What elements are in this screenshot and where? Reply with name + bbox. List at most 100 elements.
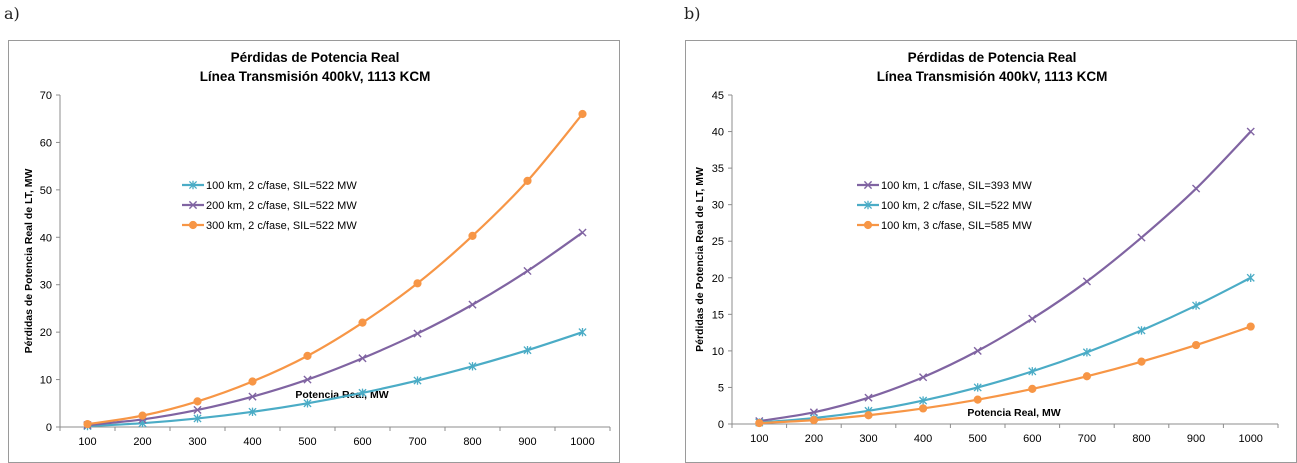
panel-label-a: a) (4, 4, 20, 23)
data-point (809, 408, 818, 417)
legend-marker (863, 220, 873, 230)
data-point (248, 377, 257, 386)
data-point (1246, 273, 1255, 282)
y-tick-label: 5 (718, 382, 724, 394)
series-line (759, 130, 1252, 423)
data-point (1192, 340, 1201, 350)
y-tick-label: 40 (712, 127, 724, 139)
y-tick-label: 30 (40, 280, 52, 292)
data-point (578, 327, 587, 337)
data-point (358, 318, 367, 327)
data-point (1082, 277, 1091, 286)
data-point (1028, 367, 1037, 376)
data-point (413, 329, 422, 338)
y-tick-label: 50 (40, 185, 52, 197)
x-tick-label: 500 (969, 433, 987, 445)
x-tick-label: 1000 (570, 436, 594, 448)
y-tick-label: 25 (712, 236, 724, 248)
data-point (973, 346, 982, 355)
y-tick-label: 15 (712, 309, 724, 321)
data-point (919, 373, 928, 382)
data-point (138, 411, 147, 420)
series-line (87, 331, 583, 428)
data-point (578, 109, 587, 119)
data-point (973, 395, 982, 404)
x-tick-label: 900 (518, 436, 536, 448)
legend-marker (188, 180, 198, 190)
x-tick-label: 200 (133, 436, 151, 448)
data-point (864, 411, 873, 420)
x-tick-label: 800 (1132, 433, 1150, 445)
series-line (87, 231, 584, 427)
data-point (919, 396, 928, 405)
y-tick-label: 10 (712, 346, 724, 358)
legend-marker (863, 200, 873, 210)
series-3 (83, 109, 587, 429)
chart-area (685, 40, 1297, 463)
data-point (1246, 127, 1255, 136)
legend-marker (188, 220, 198, 230)
legend-entry: 100 km, 2 c/fase, SIL=522 MW (881, 200, 1032, 212)
data-point (83, 420, 92, 429)
data-point (755, 418, 764, 428)
data-point (1028, 384, 1037, 394)
chart-title-line-1: Pérdidas de Potencia Real (908, 50, 1077, 65)
data-point (578, 228, 587, 237)
data-point (1192, 301, 1201, 310)
x-tick-label: 600 (353, 436, 371, 448)
y-tick-label: 20 (712, 273, 724, 285)
chart-title-line-1: Pérdidas de Potencia Real (231, 50, 400, 65)
chart-title-line-2: Línea Transmisión 400kV, 1113 KCM (200, 69, 431, 84)
series-2 (83, 228, 587, 430)
x-tick-label: 900 (1187, 433, 1205, 445)
data-point (1082, 372, 1091, 381)
data-point (303, 375, 312, 384)
x-tick-label: 600 (1023, 433, 1041, 445)
data-point (1246, 322, 1255, 331)
data-point (468, 300, 477, 309)
y-tick-label: 30 (712, 200, 724, 212)
data-point (1137, 233, 1146, 242)
y-tick-label: 60 (40, 137, 52, 149)
x-axis-title: Potencia Real, MW (967, 407, 1060, 419)
data-point (468, 231, 477, 240)
data-point (193, 405, 202, 415)
legend-marker (863, 180, 873, 190)
series-line (87, 113, 584, 426)
x-tick-label: 700 (408, 436, 426, 448)
data-point (523, 345, 532, 355)
y-tick-label: 40 (40, 232, 52, 244)
legend: 100 km, 1 c/fase, SIL=393 MW 100 km, 2 c/… (857, 180, 1032, 232)
data-point (303, 351, 312, 360)
data-point (358, 388, 367, 398)
legend-entry: 100 km, 2 c/fase, SIL=522 MW (206, 180, 357, 192)
y-tick-label: 0 (718, 419, 724, 431)
x-tick-label: 700 (1078, 433, 1096, 445)
data-point (1082, 348, 1091, 357)
x-tick-label: 800 (463, 436, 481, 448)
y-tick-label: 10 (40, 375, 52, 387)
data-point (809, 416, 818, 425)
data-point (919, 404, 928, 413)
chart-title-line-2: Línea Transmisión 400kV, 1113 KCM (877, 69, 1108, 84)
x-tick-label: 100 (750, 433, 768, 445)
chart-a: Pérdidas de Potencia Real Línea Transmisi… (8, 40, 620, 463)
y-tick-label: 70 (40, 90, 52, 102)
data-point (358, 354, 367, 363)
data-point (1137, 326, 1146, 335)
data-point (413, 279, 422, 288)
x-tick-label: 400 (243, 436, 261, 448)
y-axis-title: Pérdidas de Potencia Real de LT, MW (694, 167, 706, 352)
data-point (523, 176, 532, 185)
legend-entry: 100 km, 1 c/fase, SIL=393 MW (881, 180, 1032, 192)
data-point (303, 399, 312, 408)
y-tick-label: 20 (40, 327, 52, 339)
legend-entry: 200 km, 2 c/fase, SIL=522 MW (206, 200, 357, 212)
legend: 100 km, 2 c/fase, SIL=522 MW 200 km, 2 c/… (182, 180, 357, 232)
data-point (523, 266, 532, 276)
chart-b: Pérdidas de Potencia Real Línea Transmisi… (685, 40, 1297, 463)
series-3 (755, 322, 1255, 428)
y-tick-label: 0 (46, 422, 52, 434)
chart-area (8, 40, 620, 463)
data-point (193, 397, 202, 406)
